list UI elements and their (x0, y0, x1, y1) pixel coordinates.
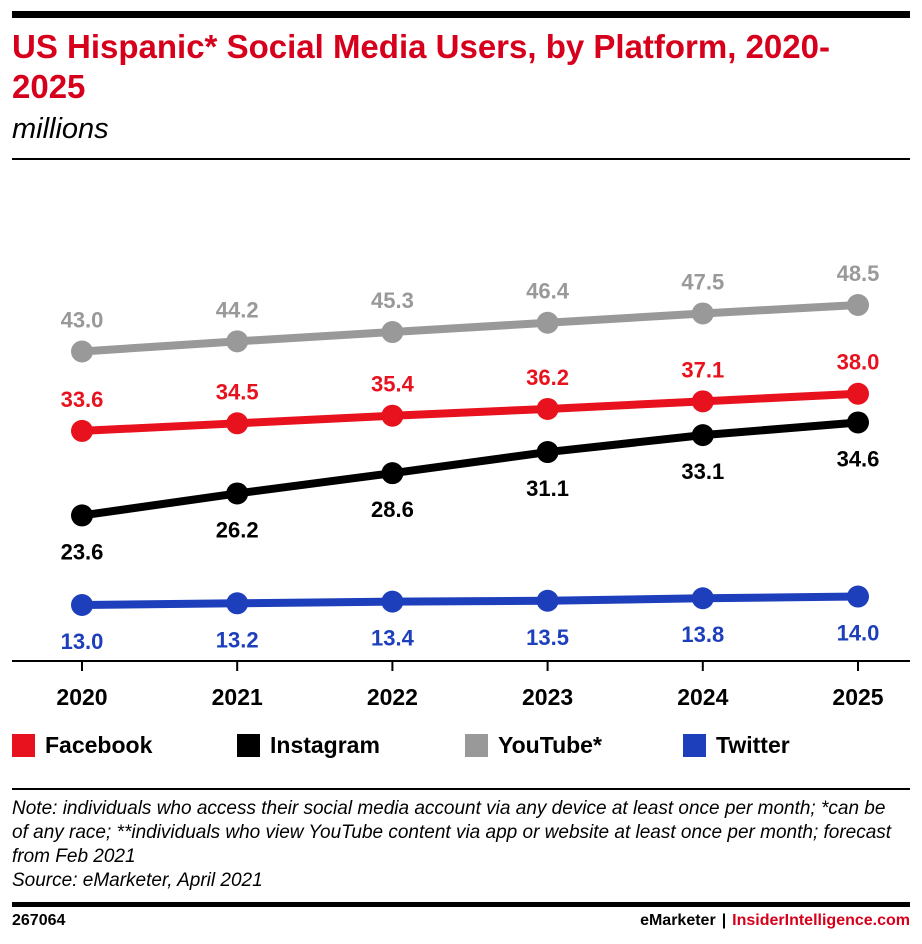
legend-label-instagram: Instagram (270, 732, 380, 758)
chart-subtitle: millions (12, 113, 109, 145)
data-point-instagram-2021 (226, 482, 249, 505)
data-point-youtube-2025 (847, 294, 869, 316)
data-label-facebook-2023: 36.2 (526, 365, 569, 390)
legend-label-facebook: Facebook (45, 732, 153, 758)
series-line-instagram (78, 418, 862, 520)
series-line-twitter (78, 592, 862, 609)
legend-swatch-facebook (12, 734, 35, 757)
data-point-twitter-2021 (226, 592, 249, 615)
data-label-facebook-2021: 34.5 (216, 379, 259, 404)
legend-swatch-twitter (683, 734, 706, 757)
x-tick-label-2022: 2022 (367, 684, 418, 710)
x-tick-label-2023: 2023 (522, 684, 573, 710)
data-point-youtube-2023 (536, 311, 559, 334)
brand-emarketer: eMarketer (640, 912, 716, 929)
data-label-twitter-2024: 13.8 (681, 622, 724, 647)
data-label-twitter-2020: 13.0 (61, 629, 104, 654)
source-text: Source: eMarketer, April 2021 (12, 870, 263, 891)
data-point-youtube-2022 (381, 321, 404, 344)
chart-note: Note: individuals who access their socia… (12, 797, 892, 893)
data-label-youtube-2024: 47.5 (681, 269, 724, 294)
data-point-twitter-2024 (691, 587, 714, 610)
data-label-facebook-2022: 35.4 (371, 372, 415, 397)
bottom-rule (12, 902, 910, 907)
legend-item-youtube: YouTube* (465, 732, 602, 759)
chart-id: 267064 (12, 912, 66, 929)
note-text: Note: individuals who access their socia… (12, 798, 892, 867)
data-point-twitter-2022 (381, 590, 404, 613)
data-label-youtube-2025: 48.5 (837, 261, 880, 286)
data-point-facebook-2021 (226, 412, 249, 435)
data-label-twitter-2021: 13.2 (216, 627, 259, 652)
data-point-instagram-2025 (847, 411, 869, 434)
data-point-twitter-2023 (536, 589, 559, 612)
subtitle-rule (12, 158, 910, 160)
note-rule (12, 788, 910, 790)
data-label-instagram-2021: 26.2 (216, 517, 259, 542)
data-point-youtube-2021 (226, 330, 249, 353)
legend-label-twitter: Twitter (716, 732, 790, 758)
footer-brand: eMarketer | InsiderIntelligence.com (640, 912, 910, 930)
data-point-facebook-2025 (847, 382, 869, 405)
data-label-youtube-2023: 46.4 (526, 279, 570, 304)
chart-title: US Hispanic* Social Media Users, by Plat… (12, 28, 830, 105)
data-label-instagram-2022: 28.6 (371, 497, 414, 522)
data-label-twitter-2023: 13.5 (526, 625, 569, 650)
top-rule (12, 11, 910, 18)
data-point-twitter-2020 (71, 594, 93, 616)
data-label-facebook-2020: 33.6 (61, 387, 104, 412)
data-label-youtube-2022: 45.3 (371, 288, 414, 313)
data-point-youtube-2020 (71, 340, 93, 363)
data-label-facebook-2025: 38.0 (837, 350, 880, 375)
data-label-youtube-2020: 43.0 (61, 307, 104, 332)
x-tick-label-2020: 2020 (56, 684, 107, 710)
data-label-instagram-2023: 31.1 (526, 476, 569, 501)
data-label-facebook-2024: 37.1 (681, 357, 724, 382)
x-tick-label-2021: 2021 (212, 684, 263, 710)
brand-separator: | (721, 912, 727, 929)
legend-label-youtube: YouTube* (498, 732, 602, 758)
x-tick-label-2025: 2025 (832, 684, 883, 710)
brand-insider-intelligence: InsiderIntelligence.com (732, 912, 910, 929)
x-tick-label-2024: 2024 (677, 684, 728, 710)
series-line-youtube (78, 301, 862, 356)
data-point-instagram-2022 (381, 462, 404, 485)
data-label-twitter-2022: 13.4 (371, 626, 415, 651)
chart-legend: Facebook Instagram YouTube* Twitter (12, 732, 910, 766)
data-point-instagram-2020 (71, 504, 93, 527)
data-label-instagram-2024: 33.1 (681, 459, 724, 484)
data-point-youtube-2024 (691, 302, 714, 325)
legend-item-instagram: Instagram (237, 732, 380, 759)
data-label-twitter-2025: 14.0 (837, 621, 880, 646)
legend-swatch-instagram (237, 734, 260, 757)
data-point-facebook-2023 (536, 397, 559, 420)
data-label-instagram-2025: 34.6 (837, 446, 880, 471)
data-point-facebook-2024 (691, 390, 714, 413)
data-label-instagram-2020: 23.6 (61, 539, 104, 564)
legend-swatch-youtube (465, 734, 488, 757)
data-point-twitter-2025 (847, 585, 869, 608)
data-point-facebook-2022 (381, 404, 404, 427)
data-point-facebook-2020 (71, 419, 93, 442)
legend-item-facebook: Facebook (12, 732, 152, 759)
data-label-youtube-2021: 44.2 (216, 297, 259, 322)
legend-item-twitter: Twitter (683, 732, 790, 759)
data-point-instagram-2024 (691, 424, 714, 447)
series-line-facebook (78, 389, 862, 435)
data-point-instagram-2023 (536, 441, 559, 464)
